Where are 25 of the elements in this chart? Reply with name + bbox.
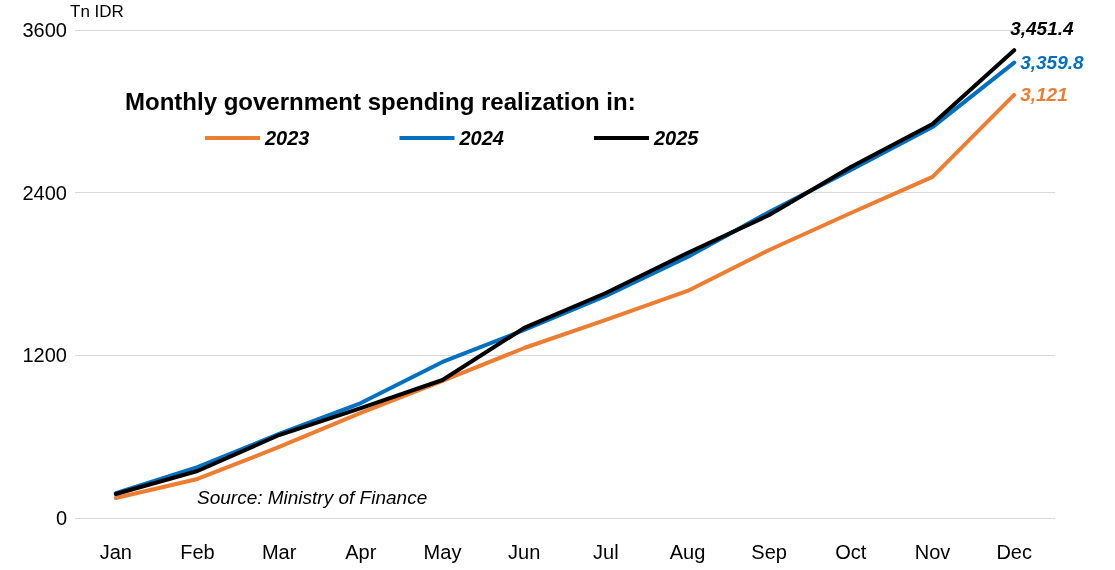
y-tick-label: 2400 — [22, 181, 67, 204]
y-tick-label: 0 — [55, 507, 67, 529]
x-tick-label: Jan — [99, 541, 132, 563]
x-tick-label: Mar — [261, 541, 297, 563]
x-tick-label: Dec — [996, 541, 1032, 563]
y-tick-label: 3600 — [22, 19, 67, 41]
x-tick-label: Aug — [669, 541, 706, 563]
legend-label: 2024 — [458, 127, 504, 149]
annotation: Source: Ministry of Finance — [197, 487, 428, 508]
data-label: 3,451.4 — [1010, 17, 1074, 39]
x-tick-label: Sep — [751, 541, 787, 563]
x-tick-label: Feb — [180, 541, 215, 563]
x-tick-label: May — [423, 541, 462, 563]
y-axis-title: Tn IDR — [70, 2, 124, 22]
legend-label: 2023 — [264, 127, 310, 149]
y-tick-label: 1200 — [22, 344, 67, 367]
data-label: 3,121 — [1020, 84, 1068, 106]
x-tick-label: Oct — [835, 541, 867, 563]
x-tick-label: Jul — [593, 541, 619, 563]
x-tick-label: Nov — [914, 541, 951, 563]
data-label: 3,359.8 — [1020, 52, 1084, 74]
text: Monthly government spending realization in: — [125, 87, 636, 115]
x-tick-label: Apr — [345, 541, 377, 563]
legend-label: 2025 — [652, 127, 700, 149]
x-tick-label: Jun — [508, 541, 541, 563]
